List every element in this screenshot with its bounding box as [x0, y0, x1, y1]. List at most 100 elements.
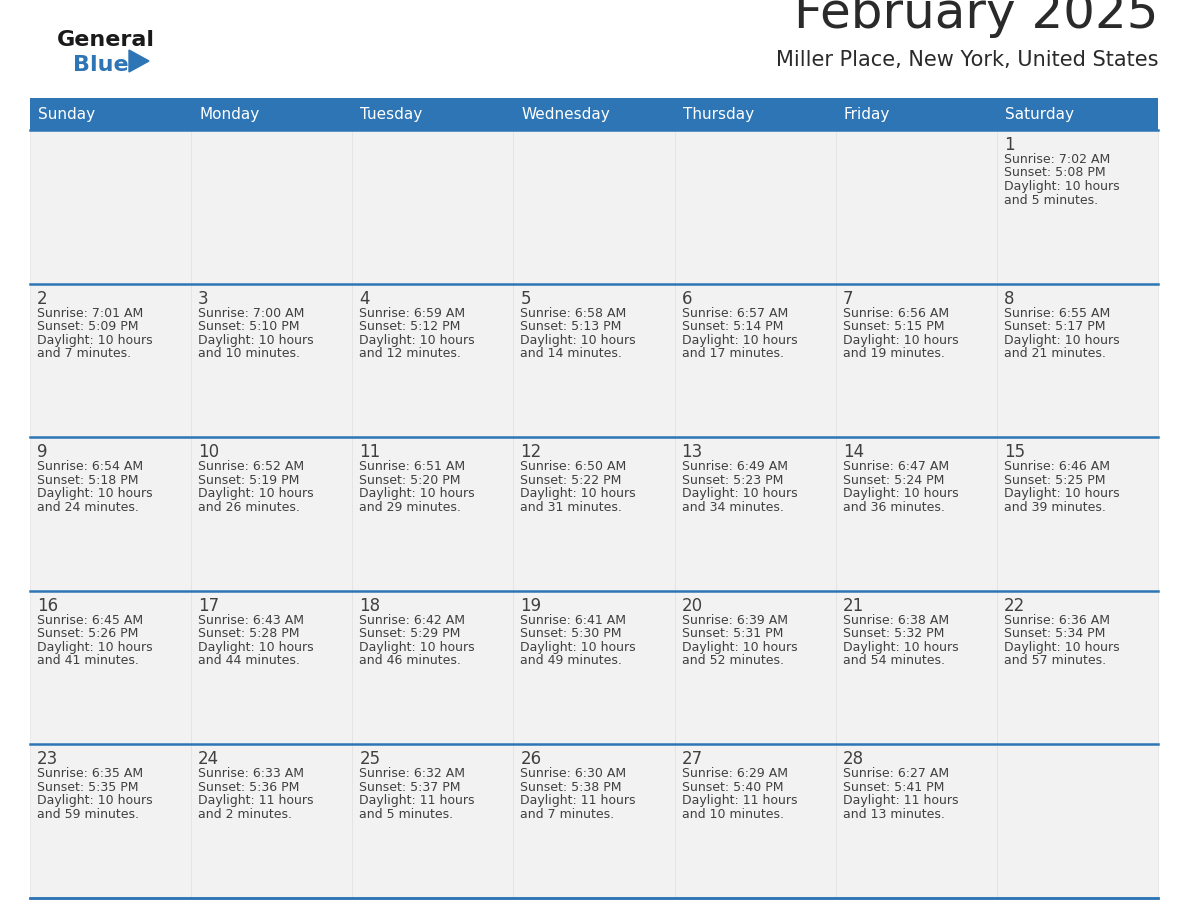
Text: Daylight: 10 hours: Daylight: 10 hours: [842, 487, 959, 500]
Text: Daylight: 10 hours: Daylight: 10 hours: [682, 487, 797, 500]
Text: Sunset: 5:10 PM: Sunset: 5:10 PM: [198, 320, 299, 333]
Bar: [191, 591, 353, 744]
Text: 2: 2: [37, 289, 48, 308]
Bar: [353, 98, 513, 130]
Text: Sunset: 5:38 PM: Sunset: 5:38 PM: [520, 781, 623, 794]
Text: Sunrise: 6:35 AM: Sunrise: 6:35 AM: [37, 767, 143, 780]
Text: 1: 1: [1004, 136, 1015, 154]
Text: Sunrise: 6:30 AM: Sunrise: 6:30 AM: [520, 767, 626, 780]
Text: 7: 7: [842, 289, 853, 308]
Bar: [353, 591, 513, 744]
Text: and 5 minutes.: and 5 minutes.: [359, 808, 454, 821]
Text: 23: 23: [37, 750, 58, 768]
Text: Sunset: 5:24 PM: Sunset: 5:24 PM: [842, 474, 944, 487]
Text: Sunrise: 6:49 AM: Sunrise: 6:49 AM: [682, 460, 788, 473]
Text: Sunset: 5:31 PM: Sunset: 5:31 PM: [682, 627, 783, 640]
Text: Sunset: 5:13 PM: Sunset: 5:13 PM: [520, 320, 621, 333]
Text: Sunset: 5:17 PM: Sunset: 5:17 PM: [1004, 320, 1105, 333]
Text: Daylight: 11 hours: Daylight: 11 hours: [682, 794, 797, 808]
Text: Sunset: 5:41 PM: Sunset: 5:41 PM: [842, 781, 944, 794]
Text: and 34 minutes.: and 34 minutes.: [682, 500, 783, 514]
Text: Sunset: 5:29 PM: Sunset: 5:29 PM: [359, 627, 461, 640]
Text: and 14 minutes.: and 14 minutes.: [520, 347, 623, 360]
Text: 24: 24: [198, 750, 220, 768]
Text: Sunset: 5:12 PM: Sunset: 5:12 PM: [359, 320, 461, 333]
Text: and 10 minutes.: and 10 minutes.: [198, 347, 301, 360]
Text: and 12 minutes.: and 12 minutes.: [359, 347, 461, 360]
Text: Daylight: 10 hours: Daylight: 10 hours: [842, 641, 959, 654]
Bar: [997, 437, 1158, 591]
Text: Sunrise: 6:29 AM: Sunrise: 6:29 AM: [682, 767, 788, 780]
Bar: [513, 591, 675, 744]
Text: and 44 minutes.: and 44 minutes.: [198, 655, 301, 667]
Text: 21: 21: [842, 597, 864, 615]
Text: Daylight: 10 hours: Daylight: 10 hours: [1004, 487, 1119, 500]
Text: and 57 minutes.: and 57 minutes.: [1004, 655, 1106, 667]
Text: Daylight: 11 hours: Daylight: 11 hours: [359, 794, 475, 808]
Text: Sunset: 5:25 PM: Sunset: 5:25 PM: [1004, 474, 1105, 487]
Text: and 59 minutes.: and 59 minutes.: [37, 808, 139, 821]
Text: and 54 minutes.: and 54 minutes.: [842, 655, 944, 667]
Text: and 31 minutes.: and 31 minutes.: [520, 500, 623, 514]
Text: and 36 minutes.: and 36 minutes.: [842, 500, 944, 514]
Text: Wednesday: Wednesday: [522, 106, 611, 121]
Bar: [353, 744, 513, 898]
Bar: [835, 744, 997, 898]
Text: Sunrise: 6:41 AM: Sunrise: 6:41 AM: [520, 614, 626, 627]
Text: 6: 6: [682, 289, 693, 308]
Bar: [191, 437, 353, 591]
Text: and 7 minutes.: and 7 minutes.: [520, 808, 614, 821]
Text: and 52 minutes.: and 52 minutes.: [682, 655, 784, 667]
Text: Daylight: 10 hours: Daylight: 10 hours: [842, 333, 959, 347]
Text: Daylight: 10 hours: Daylight: 10 hours: [1004, 333, 1119, 347]
Text: Tuesday: Tuesday: [360, 106, 423, 121]
Text: Sunrise: 7:02 AM: Sunrise: 7:02 AM: [1004, 153, 1110, 166]
Text: 27: 27: [682, 750, 702, 768]
Text: Daylight: 10 hours: Daylight: 10 hours: [359, 641, 475, 654]
Bar: [997, 98, 1158, 130]
Text: Sunrise: 6:27 AM: Sunrise: 6:27 AM: [842, 767, 949, 780]
Text: Sunrise: 6:46 AM: Sunrise: 6:46 AM: [1004, 460, 1110, 473]
Bar: [30, 744, 191, 898]
Bar: [353, 130, 513, 284]
Bar: [835, 284, 997, 437]
Text: Sunset: 5:19 PM: Sunset: 5:19 PM: [198, 474, 299, 487]
Text: and 41 minutes.: and 41 minutes.: [37, 655, 139, 667]
Text: Sunrise: 6:57 AM: Sunrise: 6:57 AM: [682, 307, 788, 319]
Text: Sunset: 5:36 PM: Sunset: 5:36 PM: [198, 781, 299, 794]
Text: Friday: Friday: [843, 106, 890, 121]
Bar: [997, 284, 1158, 437]
Text: Sunset: 5:18 PM: Sunset: 5:18 PM: [37, 474, 139, 487]
Text: Daylight: 10 hours: Daylight: 10 hours: [198, 641, 314, 654]
Text: Daylight: 10 hours: Daylight: 10 hours: [37, 641, 152, 654]
Text: and 24 minutes.: and 24 minutes.: [37, 500, 139, 514]
Text: Daylight: 11 hours: Daylight: 11 hours: [842, 794, 959, 808]
Text: 10: 10: [198, 443, 220, 461]
Text: Daylight: 10 hours: Daylight: 10 hours: [520, 641, 636, 654]
Text: Daylight: 10 hours: Daylight: 10 hours: [359, 333, 475, 347]
Text: Sunset: 5:30 PM: Sunset: 5:30 PM: [520, 627, 623, 640]
Text: 12: 12: [520, 443, 542, 461]
Text: 4: 4: [359, 289, 369, 308]
Text: Daylight: 10 hours: Daylight: 10 hours: [682, 333, 797, 347]
Text: Daylight: 10 hours: Daylight: 10 hours: [520, 487, 636, 500]
Text: 8: 8: [1004, 289, 1015, 308]
Text: Sunrise: 6:38 AM: Sunrise: 6:38 AM: [842, 614, 949, 627]
Text: Sunrise: 6:52 AM: Sunrise: 6:52 AM: [198, 460, 304, 473]
Text: Blue: Blue: [72, 55, 128, 75]
Text: and 5 minutes.: and 5 minutes.: [1004, 194, 1098, 207]
Text: Daylight: 10 hours: Daylight: 10 hours: [520, 333, 636, 347]
Bar: [191, 98, 353, 130]
Text: Daylight: 10 hours: Daylight: 10 hours: [37, 487, 152, 500]
Text: Sunrise: 6:58 AM: Sunrise: 6:58 AM: [520, 307, 627, 319]
Text: Sunrise: 6:56 AM: Sunrise: 6:56 AM: [842, 307, 949, 319]
Bar: [835, 98, 997, 130]
Text: Sunrise: 7:00 AM: Sunrise: 7:00 AM: [198, 307, 304, 319]
Text: 26: 26: [520, 750, 542, 768]
Text: February 2025: February 2025: [794, 0, 1158, 38]
Bar: [513, 437, 675, 591]
Text: Sunset: 5:28 PM: Sunset: 5:28 PM: [198, 627, 299, 640]
Bar: [191, 284, 353, 437]
Text: Sunrise: 6:55 AM: Sunrise: 6:55 AM: [1004, 307, 1110, 319]
Text: and 49 minutes.: and 49 minutes.: [520, 655, 623, 667]
